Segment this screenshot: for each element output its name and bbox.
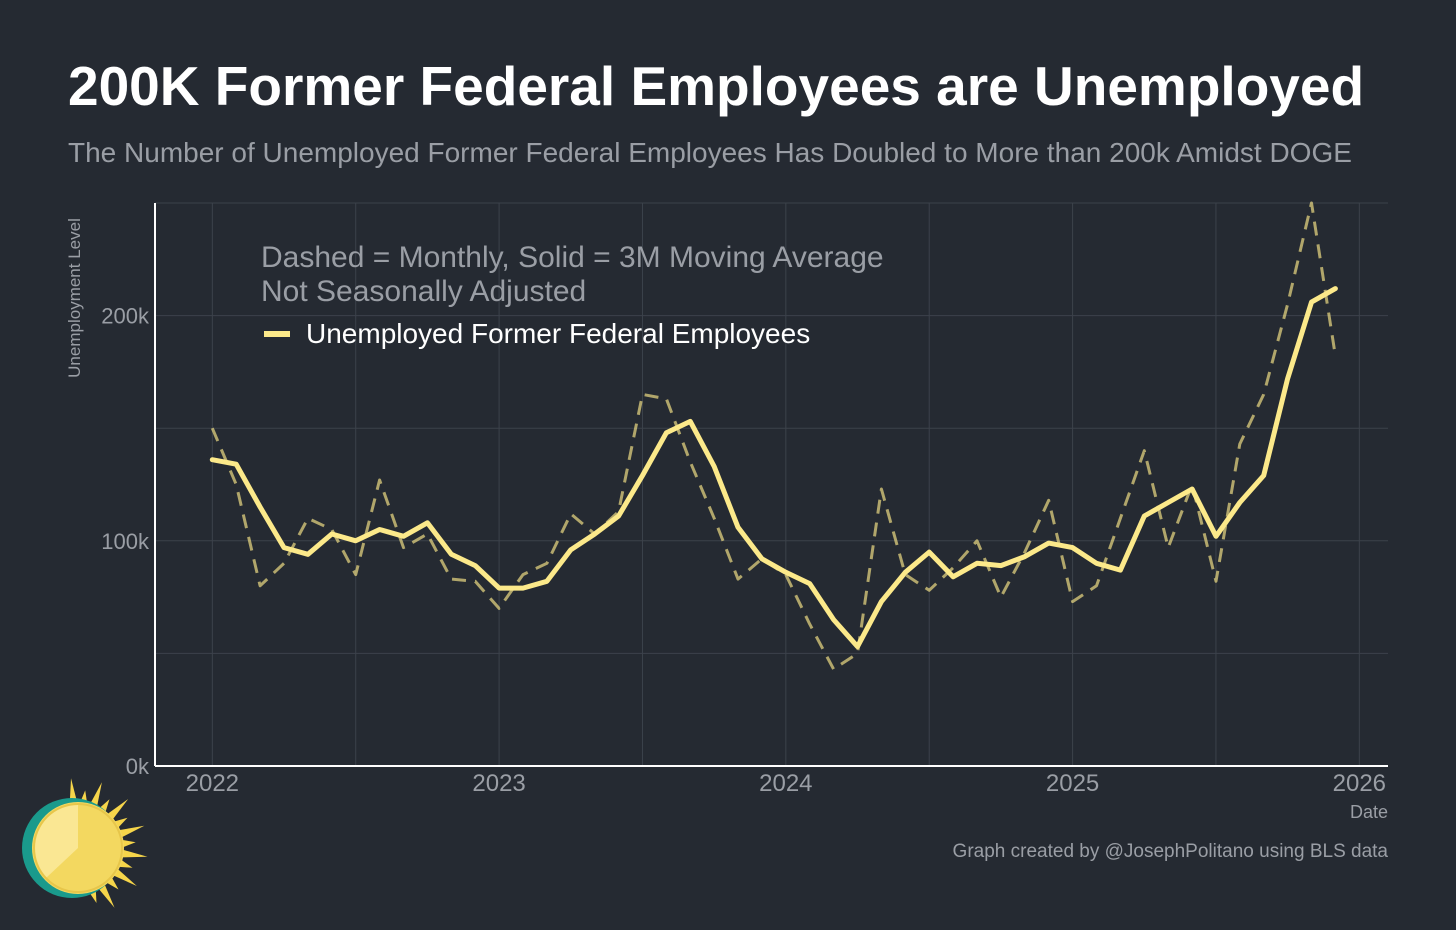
x-tick-label: 2026 — [1333, 770, 1386, 797]
chart-title: 200K Former Federal Employees are Unempl… — [68, 55, 1365, 117]
x-axis-label: Date — [1350, 802, 1388, 822]
sun-ray — [97, 883, 115, 908]
x-tick-label: 2023 — [472, 770, 525, 797]
y-tick-label: 200k — [101, 304, 150, 329]
y-tick-labels: 0k 100k 200k — [101, 304, 150, 779]
series-layer — [209, 201, 1338, 671]
sun-logo-icon — [22, 778, 148, 908]
x-tick-label: 2025 — [1046, 770, 1099, 797]
y-tick-label: 100k — [101, 529, 150, 554]
source-credit: Graph created by @JosephPolitano using B… — [952, 841, 1388, 862]
grid-lines — [155, 202, 1388, 766]
x-tick-labels: 2022 2023 2024 2025 2026 — [186, 770, 1386, 797]
x-tick-label: 2024 — [759, 770, 812, 797]
sun-ray — [89, 782, 102, 809]
legend-label: Unemployed Former Federal Employees — [306, 318, 810, 349]
sun-ray — [118, 825, 145, 838]
y-tick-label: 0k — [126, 754, 150, 779]
annotation-line-1: Dashed = Monthly, Solid = 3M Moving Aver… — [261, 241, 884, 274]
annotation-line-2: Not Seasonally Adjusted — [261, 275, 586, 308]
chart-subtitle: The Number of Unemployed Former Federal … — [68, 137, 1352, 168]
y-axis-label: Unemployment Level — [65, 218, 84, 378]
sun-ray — [121, 839, 136, 848]
series-line-moving-average — [209, 286, 1338, 650]
x-tick-label: 2022 — [186, 770, 239, 797]
sun-ray — [121, 849, 148, 858]
sun-ray — [106, 799, 129, 821]
sun-ray — [112, 868, 137, 886]
